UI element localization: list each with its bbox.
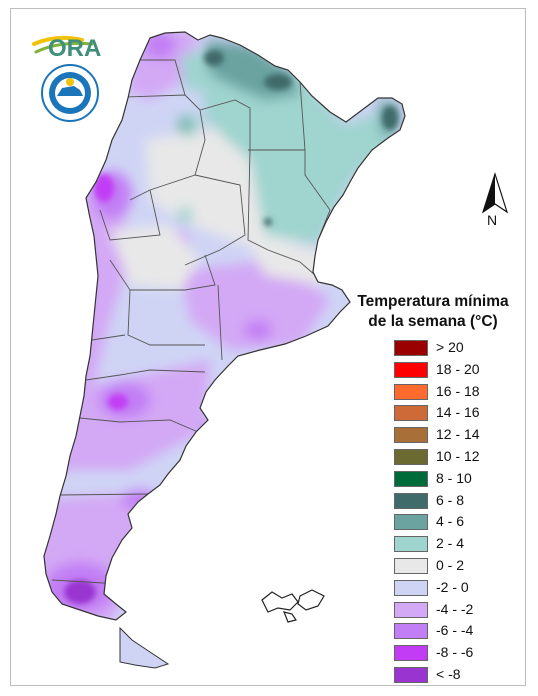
legend-swatch — [394, 601, 428, 618]
ora-logo: ORA — [32, 35, 101, 62]
legend-swatch — [394, 645, 428, 662]
ora-logo-text: ORA — [48, 35, 101, 62]
legend-swatch — [394, 579, 428, 596]
legend-items: > 20 18 - 20 16 - 18 14 - 16 12 - 14 10 - 12 8… — [338, 338, 528, 687]
legend-label: 0 - 2 — [436, 556, 465, 573]
legend-label: 10 - 12 — [436, 447, 480, 464]
legend-swatch — [394, 666, 428, 683]
legend-item: 10 - 12 — [338, 447, 528, 469]
legend-item: 16 - 18 — [338, 382, 528, 404]
legend-swatch — [394, 492, 428, 509]
legend-item: 18 - 20 — [338, 360, 528, 382]
north-arrow-icon — [481, 172, 509, 214]
legend-swatch — [394, 361, 428, 378]
legend-item: -2 - 0 — [338, 578, 528, 600]
legend-label: -2 - 0 — [436, 578, 469, 595]
legend-label: 16 - 18 — [436, 382, 480, 399]
legend-swatch — [394, 383, 428, 400]
smn-seal-logo — [41, 64, 99, 122]
legend-item: -4 - -2 — [338, 600, 528, 622]
legend-label: 14 - 16 — [436, 404, 480, 421]
legend-label: -8 - -6 — [436, 644, 474, 661]
legend-item: 6 - 8 — [338, 491, 528, 513]
legend-label: -6 - -4 — [436, 622, 474, 639]
legend-item: -8 - -6 — [338, 643, 528, 665]
legend: Temperatura mínima de la semana (°C) > 2… — [338, 292, 528, 687]
legend-item: 12 - 14 — [338, 425, 528, 447]
legend-swatch — [394, 623, 428, 640]
legend-label: 8 - 10 — [436, 469, 472, 486]
legend-label: -4 - -2 — [436, 600, 474, 617]
legend-item: -6 - -4 — [338, 621, 528, 643]
tierra-del-fuego — [119, 626, 170, 669]
legend-swatch — [394, 557, 428, 574]
north-arrow-label: N — [487, 212, 498, 228]
legend-title: Temperatura mínima de la semana (°C) — [357, 293, 509, 330]
province-boundaries — [51, 59, 331, 585]
legend-item: > 20 — [338, 338, 528, 360]
legend-label: 18 - 20 — [436, 360, 480, 377]
legend-label: 2 - 4 — [436, 535, 465, 552]
legend-item: 2 - 4 — [338, 534, 528, 556]
legend-label: < -8 — [436, 665, 461, 682]
legend-swatch — [394, 470, 428, 487]
legend-item: 0 - 2 — [338, 556, 528, 578]
legend-label: 12 - 14 — [436, 426, 480, 443]
legend-swatch — [394, 514, 428, 531]
legend-swatch — [394, 448, 428, 465]
malvinas-islands — [261, 589, 325, 623]
legend-swatch — [394, 427, 428, 444]
legend-swatch — [394, 405, 428, 422]
legend-swatch — [394, 536, 428, 553]
legend-label: 4 - 6 — [436, 513, 465, 530]
legend-label: > 20 — [436, 339, 464, 355]
legend-item: 4 - 6 — [338, 512, 528, 534]
legend-item: 8 - 10 — [338, 469, 528, 491]
legend-item: 14 - 16 — [338, 403, 528, 425]
legend-item: < -8 — [338, 665, 528, 687]
legend-label: 6 - 8 — [436, 491, 465, 508]
legend-swatch — [394, 340, 428, 356]
